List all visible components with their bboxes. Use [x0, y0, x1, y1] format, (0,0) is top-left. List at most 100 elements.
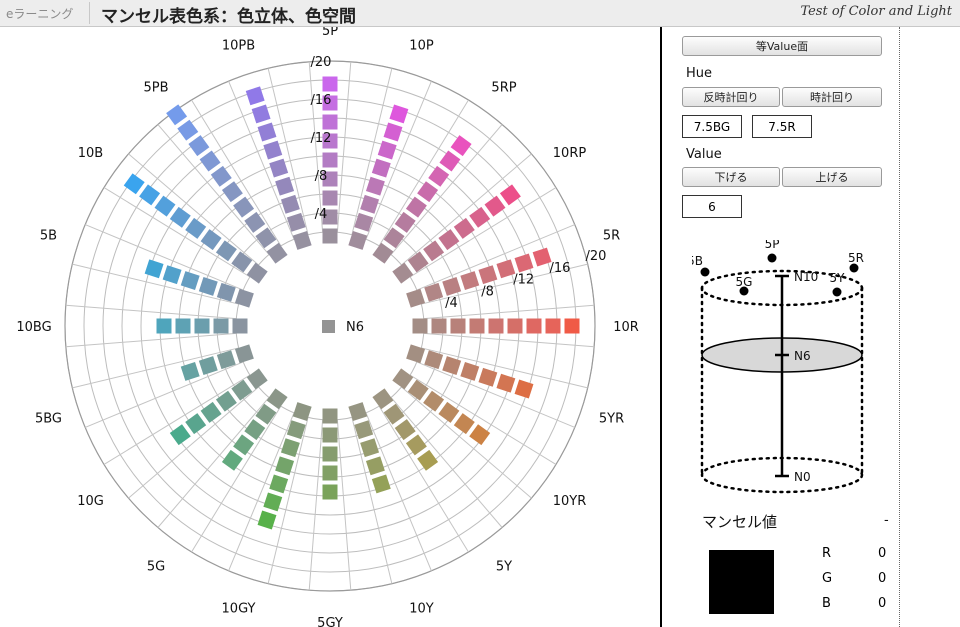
color-chip[interactable]	[460, 361, 480, 381]
color-chip[interactable]	[266, 242, 288, 264]
color-chip[interactable]	[460, 271, 480, 291]
color-chip[interactable]	[365, 176, 385, 196]
value-up-button[interactable]: 上げる	[782, 167, 882, 187]
color-chip[interactable]	[275, 176, 295, 196]
color-chip[interactable]	[322, 228, 338, 244]
color-chip[interactable]	[439, 150, 461, 172]
color-chip[interactable]	[322, 152, 338, 168]
color-chip[interactable]	[154, 195, 176, 217]
color-chip[interactable]	[322, 465, 338, 481]
rotate-ccw-button[interactable]: 反時計回り	[682, 87, 780, 107]
color-chip[interactable]	[233, 196, 255, 218]
color-chip[interactable]	[383, 227, 405, 249]
color-chip[interactable]	[499, 184, 521, 206]
color-chip[interactable]	[412, 318, 428, 334]
color-chip[interactable]	[406, 288, 426, 308]
color-chip[interactable]	[450, 135, 472, 157]
color-chip[interactable]	[175, 318, 191, 334]
color-chip[interactable]	[507, 318, 523, 334]
color-chip[interactable]	[322, 76, 338, 92]
color-chip[interactable]	[322, 427, 338, 443]
color-chip[interactable]	[453, 217, 475, 239]
color-chip[interactable]	[231, 379, 253, 401]
color-chip[interactable]	[169, 424, 191, 446]
color-chip[interactable]	[266, 388, 288, 410]
color-chip[interactable]	[348, 402, 368, 422]
color-chip[interactable]	[365, 456, 385, 476]
color-chip[interactable]	[233, 434, 255, 456]
color-chip[interactable]	[405, 434, 427, 456]
color-chip[interactable]	[322, 484, 338, 500]
color-chip[interactable]	[322, 114, 338, 130]
color-chip[interactable]	[394, 211, 416, 233]
color-chip[interactable]	[234, 344, 254, 364]
color-chip[interactable]	[263, 492, 283, 512]
color-chip[interactable]	[255, 403, 277, 425]
color-chip[interactable]	[216, 350, 236, 370]
color-chip[interactable]	[545, 318, 561, 334]
color-chip[interactable]	[348, 230, 368, 250]
color-chip[interactable]	[354, 420, 374, 440]
color-chip[interactable]	[372, 242, 394, 264]
color-chip[interactable]	[144, 259, 164, 279]
color-chip[interactable]	[383, 122, 403, 142]
color-chip[interactable]	[286, 420, 306, 440]
color-chip[interactable]	[478, 367, 498, 387]
color-chip[interactable]	[231, 251, 253, 273]
color-chip[interactable]	[322, 408, 338, 424]
color-chip[interactable]	[200, 229, 222, 251]
color-chip[interactable]	[269, 474, 289, 494]
color-chip[interactable]	[371, 474, 391, 494]
color-chip[interactable]	[424, 350, 444, 370]
color-chip[interactable]	[246, 368, 268, 390]
color-chip[interactable]	[234, 288, 254, 308]
color-chip[interactable]	[377, 140, 397, 160]
color-chip[interactable]	[246, 262, 268, 284]
color-chip[interactable]	[244, 211, 266, 233]
value-down-button[interactable]: 下げる	[682, 167, 780, 187]
color-chip[interactable]	[198, 276, 218, 296]
color-chip[interactable]	[215, 240, 237, 262]
color-chip[interactable]	[194, 318, 210, 334]
color-chip[interactable]	[372, 388, 394, 410]
color-chip[interactable]	[360, 194, 380, 214]
color-chip[interactable]	[392, 262, 414, 284]
color-chip[interactable]	[354, 212, 374, 232]
color-chip[interactable]	[564, 318, 580, 334]
color-chip[interactable]	[496, 373, 516, 393]
color-chip[interactable]	[438, 401, 460, 423]
color-chip[interactable]	[156, 318, 172, 334]
color-chip[interactable]	[162, 265, 182, 285]
color-chip[interactable]	[166, 104, 188, 126]
color-chip[interactable]	[210, 165, 232, 187]
color-chip[interactable]	[532, 247, 552, 267]
color-chip[interactable]	[232, 318, 248, 334]
color-chip[interactable]	[215, 390, 237, 412]
color-chip[interactable]	[389, 104, 409, 124]
color-chip[interactable]	[428, 165, 450, 187]
color-chip[interactable]	[424, 282, 444, 302]
color-chip[interactable]	[322, 209, 338, 225]
color-chip[interactable]	[417, 181, 439, 203]
color-chip[interactable]	[438, 229, 460, 251]
color-chip[interactable]	[292, 230, 312, 250]
color-chip[interactable]	[417, 449, 439, 471]
color-chip[interactable]	[478, 265, 498, 285]
color-chip[interactable]	[213, 318, 229, 334]
brand-label[interactable]: eラーニング	[6, 7, 74, 21]
color-chip[interactable]	[383, 403, 405, 425]
color-chip[interactable]	[185, 217, 207, 239]
color-chip[interactable]	[200, 401, 222, 423]
color-chip[interactable]	[198, 356, 218, 376]
neutral-chip[interactable]	[322, 320, 335, 333]
color-chip[interactable]	[280, 438, 300, 458]
color-chip[interactable]	[280, 194, 300, 214]
color-chip[interactable]	[360, 438, 380, 458]
color-chip[interactable]	[407, 379, 429, 401]
color-chip[interactable]	[450, 318, 466, 334]
color-chip[interactable]	[180, 271, 200, 291]
color-chip[interactable]	[469, 424, 491, 446]
color-chip[interactable]	[185, 413, 207, 435]
color-chip[interactable]	[514, 379, 534, 399]
color-chip[interactable]	[442, 276, 462, 296]
